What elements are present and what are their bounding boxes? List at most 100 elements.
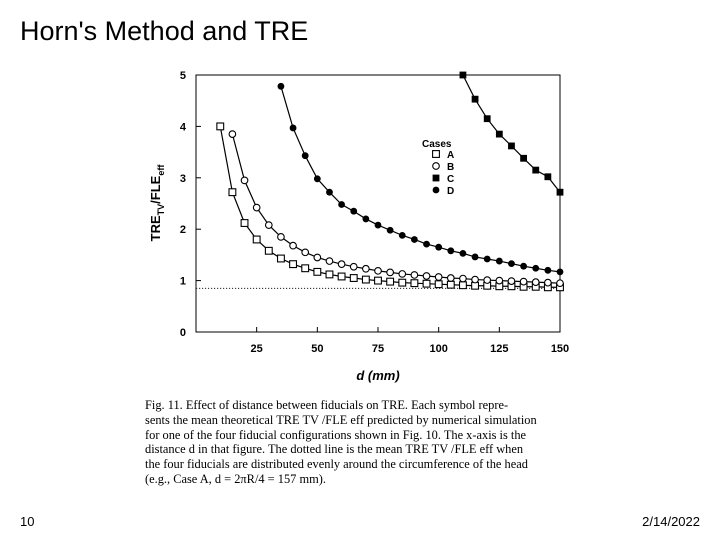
data-point-B [264, 221, 273, 229]
data-point-A [337, 272, 346, 281]
data-point-B [228, 130, 237, 138]
legend-marker-B [432, 162, 440, 170]
x-tick-label: 75 [372, 343, 384, 355]
data-point-D [435, 243, 443, 251]
data-point-C [544, 173, 552, 181]
legend-label-C: C [447, 174, 454, 185]
data-point-D [532, 264, 540, 272]
data-point-B [507, 277, 516, 285]
data-point-A [398, 278, 407, 287]
data-point-B [386, 268, 394, 277]
data-point-D [326, 188, 333, 196]
data-point-B [556, 279, 564, 288]
legend-marker-D [432, 186, 440, 194]
series-D [277, 82, 564, 276]
data-point-A [361, 275, 370, 284]
data-point-A [434, 280, 443, 289]
figure-caption: Fig. 11. Effect of distance between fidu… [145, 398, 573, 487]
data-point-D [423, 240, 430, 248]
data-point-B [277, 233, 285, 241]
data-point-A [301, 264, 310, 273]
data-point-C [532, 166, 540, 174]
y-axis-label-sub: TV [156, 204, 166, 216]
data-point-C [520, 154, 527, 162]
data-point-A [228, 188, 237, 197]
legend-title: Cases [422, 139, 452, 150]
legend-label-A: A [447, 150, 454, 161]
legend-label-D: D [447, 186, 454, 197]
data-point-A [446, 280, 455, 289]
data-point-A [252, 235, 261, 244]
data-point-B [483, 276, 492, 284]
series-B [228, 130, 564, 288]
legend-marker-A [432, 150, 440, 158]
data-point-B [531, 278, 540, 286]
caption-line: for one of the four fiducial configurati… [145, 427, 527, 442]
data-point-A [386, 277, 395, 286]
data-point-A [325, 270, 334, 279]
slide-number: 10 [20, 514, 35, 529]
y-tick-label: 1 [180, 276, 186, 288]
data-point-D [350, 207, 358, 215]
y-tick-label: 0 [180, 327, 186, 339]
data-point-B [495, 276, 504, 285]
caption-line: distance d in that figure. The dotted li… [145, 442, 524, 457]
data-point-B [422, 272, 431, 280]
y-axis-label-mid: /FLE [148, 175, 163, 203]
data-point-C [483, 115, 491, 123]
data-point-D [386, 226, 394, 234]
data-point-A [313, 267, 322, 276]
y-tick-label: 3 [180, 173, 186, 185]
data-point-C [508, 142, 515, 150]
data-point-D [508, 260, 515, 268]
data-point-D [374, 221, 382, 229]
data-point-D [301, 152, 309, 160]
data-point-B [519, 277, 528, 286]
data-point-A [422, 279, 431, 288]
data-point-B [362, 264, 370, 273]
data-point-B [325, 257, 334, 265]
data-point-B [252, 203, 261, 212]
data-point-D [471, 253, 479, 261]
data-point-D [411, 236, 418, 243]
data-point-D [362, 215, 370, 223]
data-point-A [458, 281, 467, 290]
data-point-A [264, 246, 273, 255]
data-point-B [374, 266, 382, 275]
data-point-D [544, 266, 552, 274]
slide-date: 2/14/2022 [642, 514, 700, 529]
data-point-C [471, 95, 479, 103]
data-point-D [495, 257, 503, 265]
slide-title: Horn's Method and TRE [20, 16, 309, 46]
data-point-D [277, 82, 285, 90]
data-point-A [349, 274, 358, 282]
x-tick-label: 150 [551, 343, 569, 355]
data-point-B [301, 248, 310, 257]
series-C [459, 71, 564, 196]
data-point-B [446, 274, 455, 282]
data-point-D [313, 175, 321, 183]
y-tick-label: 4 [180, 121, 187, 133]
y-axis-label-sub2: eff [156, 164, 166, 176]
data-point-B [544, 278, 552, 287]
data-point-D [398, 231, 406, 239]
data-point-A [240, 219, 249, 227]
x-tick-label: 25 [251, 343, 263, 355]
data-point-B [240, 176, 249, 185]
x-tick-label: 125 [490, 343, 508, 355]
data-point-B [349, 262, 358, 271]
x-axis-label: d (mm) [356, 368, 399, 383]
data-point-A [276, 254, 285, 263]
data-point-A [410, 279, 419, 288]
legend-marker-C [432, 174, 440, 182]
data-point-D [289, 124, 297, 132]
y-tick-label: 5 [180, 70, 186, 82]
series-line-D [280, 86, 561, 273]
data-point-A [289, 260, 298, 269]
data-point-A [216, 122, 225, 131]
data-point-C [495, 130, 503, 138]
y-axis-label-main: TRE [148, 215, 163, 241]
y-tick-label: 2 [180, 224, 186, 236]
caption-line: the four fiducials are distributed evenl… [145, 457, 528, 472]
